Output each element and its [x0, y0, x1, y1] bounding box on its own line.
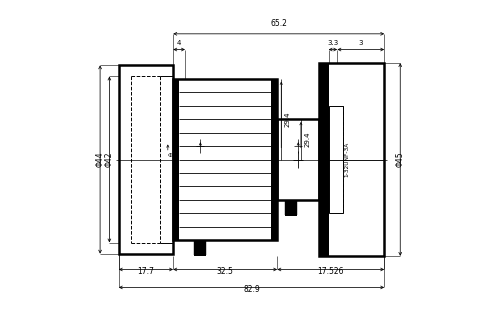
Bar	[319, 63, 384, 256]
Bar	[173, 79, 277, 240]
Text: 1-32UNF-3A: 1-32UNF-3A	[345, 142, 350, 177]
Bar	[194, 240, 206, 256]
Text: Φ45: Φ45	[396, 152, 405, 167]
Text: 17.526: 17.526	[317, 267, 344, 276]
Text: Φ44: Φ44	[96, 152, 105, 167]
Text: 3.3: 3.3	[327, 40, 339, 46]
Text: 65.2: 65.2	[270, 19, 287, 28]
Text: Φ4: Φ4	[167, 152, 177, 158]
Text: Φ42: Φ42	[105, 152, 114, 167]
Text: 17.7: 17.7	[137, 267, 154, 276]
Bar	[328, 106, 343, 213]
Text: 29.4: 29.4	[304, 131, 310, 147]
Text: 29.4: 29.4	[285, 111, 291, 127]
Bar	[277, 119, 319, 200]
Text: 82.9: 82.9	[243, 285, 260, 294]
Bar	[285, 200, 297, 216]
Bar	[272, 79, 277, 240]
Bar	[173, 79, 179, 240]
Bar	[319, 63, 328, 256]
Text: 32.5: 32.5	[217, 267, 233, 276]
Text: 3: 3	[359, 40, 363, 46]
Bar	[119, 65, 173, 254]
Text: 4: 4	[177, 40, 181, 46]
